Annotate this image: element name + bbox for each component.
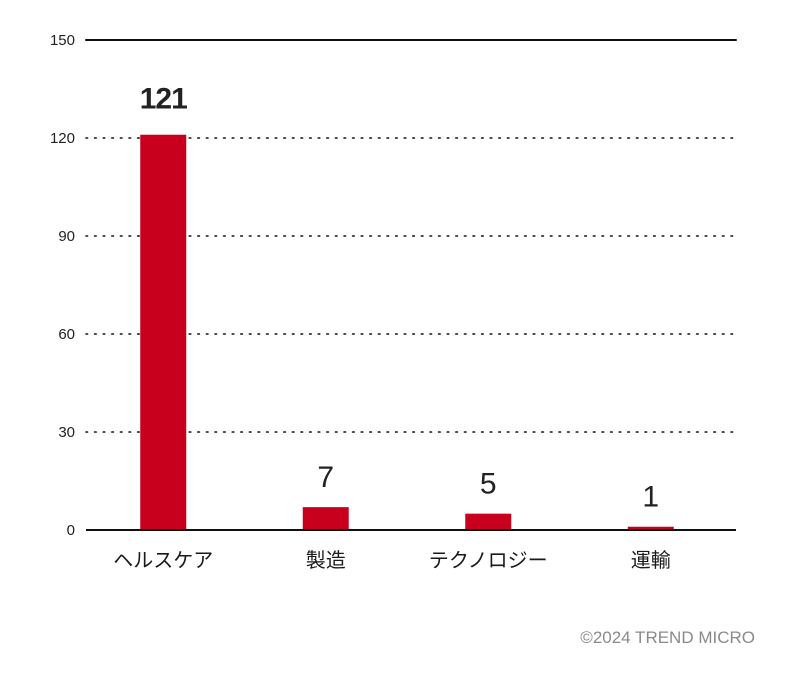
y-tick-label: 60 — [58, 326, 75, 343]
x-tick-label: ヘルスケア — [113, 548, 213, 572]
data-labels: 121 7 5 1 — [140, 83, 659, 514]
bar — [302, 507, 349, 530]
x-axis-tick-labels: ヘルスケア 製造 テクノロジー 運輸 — [113, 548, 671, 572]
grid-lines — [85, 39, 737, 433]
y-tick-label: 30 — [58, 424, 75, 441]
data-label: 121 — [140, 83, 187, 116]
x-tick-label: 運輸 — [631, 548, 671, 572]
y-tick-label: 0 — [67, 522, 75, 539]
x-tick-label: テクノロジー — [429, 548, 548, 572]
y-tick-label: 120 — [50, 130, 75, 147]
data-label: 7 — [317, 461, 334, 494]
bar — [465, 513, 512, 530]
data-label: 1 — [642, 481, 659, 514]
y-tick-label: 90 — [58, 228, 75, 245]
data-label: 5 — [480, 468, 497, 501]
copyright-footer: ©2024 TREND MICRO — [580, 628, 755, 647]
bars — [140, 134, 674, 530]
x-tick-label: 製造 — [306, 548, 346, 572]
y-tick-label: 150 — [50, 32, 75, 49]
bar — [627, 526, 674, 530]
bar — [140, 134, 187, 530]
y-axis-tick-labels: 0 30 60 90 120 150 — [50, 32, 75, 539]
